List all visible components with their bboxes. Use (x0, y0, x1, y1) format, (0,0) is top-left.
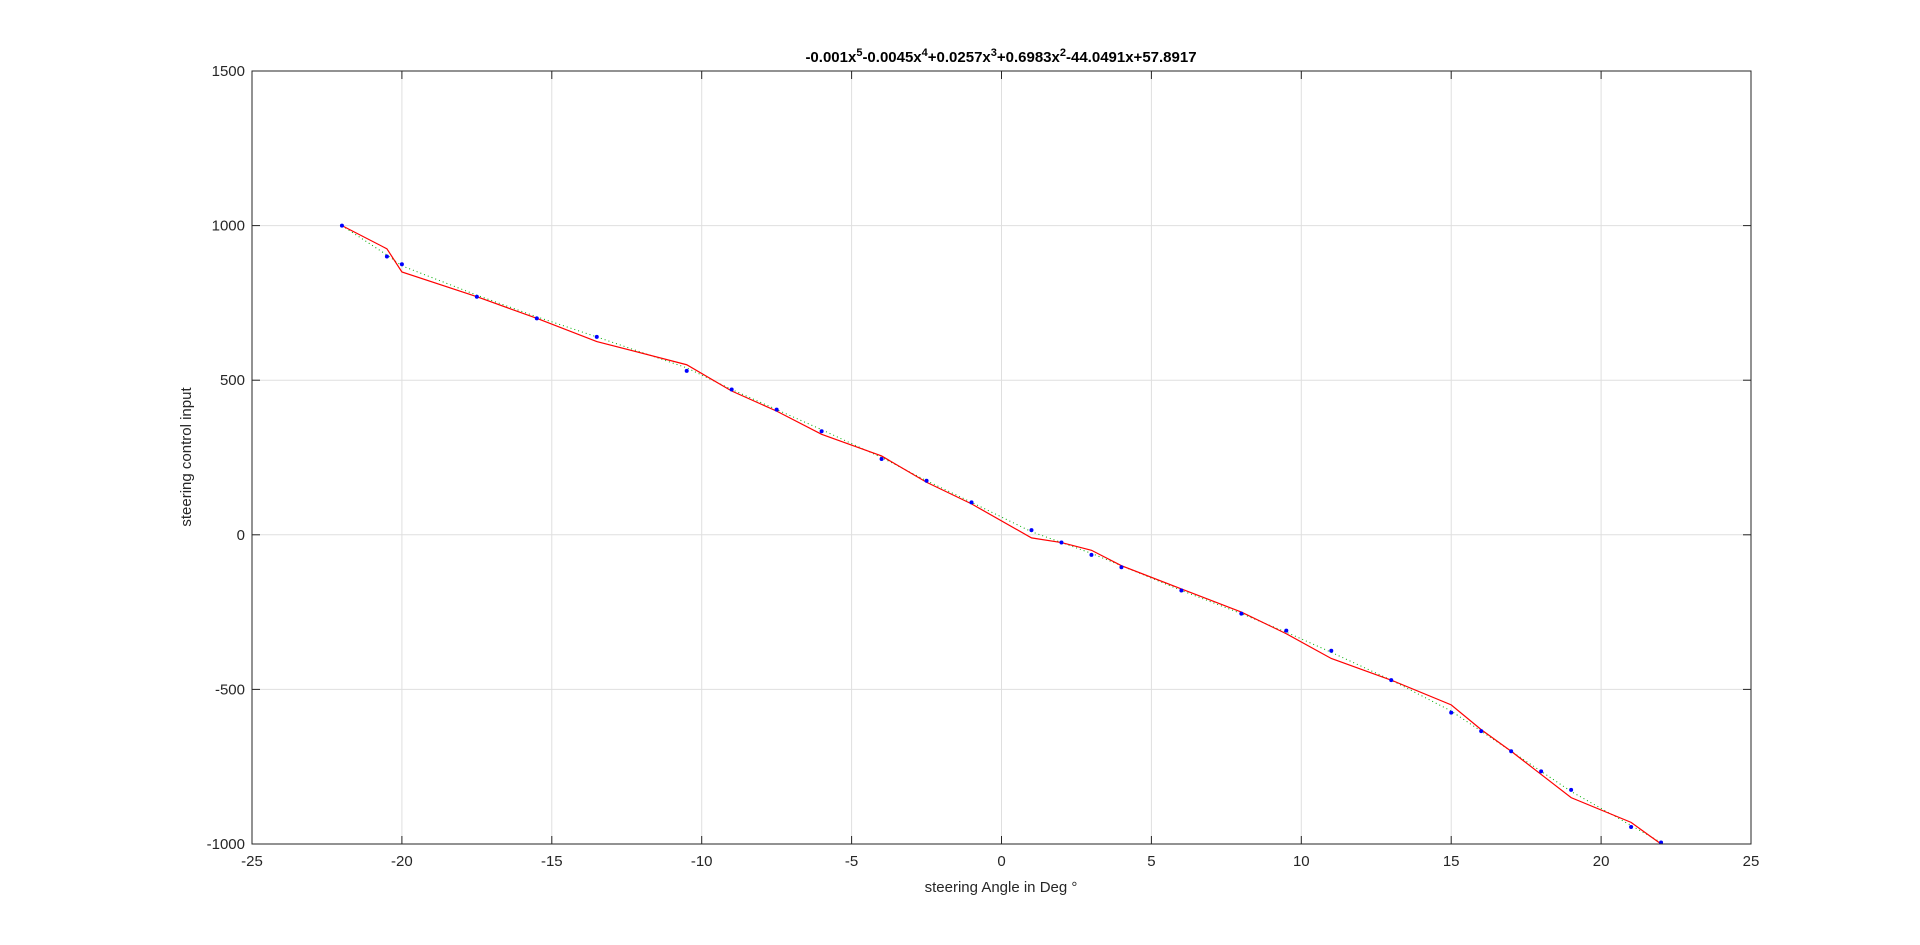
data-point (1029, 528, 1034, 533)
x-tick-label: 25 (1743, 853, 1760, 870)
data-point (1629, 824, 1634, 829)
data-point (879, 457, 884, 462)
title-exponent-0: 5 (856, 47, 862, 59)
data-point (594, 334, 599, 339)
x-tick-label: -5 (845, 853, 858, 870)
data-point (384, 254, 389, 259)
y-tick-label: 1500 (212, 63, 245, 80)
title-term-1: -0.0045x (862, 49, 922, 66)
data-point (1509, 749, 1514, 754)
data-point (729, 387, 734, 392)
data-point (1479, 729, 1484, 734)
data-point (1179, 588, 1184, 593)
y-tick-label: -500 (215, 681, 245, 698)
data-point (924, 478, 929, 483)
data-point (684, 368, 689, 373)
data-point (1059, 540, 1064, 545)
chart-title: -0.001x5-0.0045x4+0.0257x3+0.6983x2-44.0… (805, 47, 1196, 66)
y-tick-label: 0 (237, 527, 245, 544)
y-axis-label: steering control input (178, 387, 195, 527)
title-term-4: -44.0491x+57.8917 (1066, 49, 1197, 66)
x-tick-label: 15 (1443, 853, 1460, 870)
data-point (474, 294, 479, 299)
x-tick-label: 5 (1147, 853, 1155, 870)
data-point (339, 223, 344, 228)
x-axis-label: steering Angle in Deg ° (925, 879, 1078, 896)
data-point (819, 429, 824, 434)
data-point (1449, 710, 1454, 715)
data-point (1119, 565, 1124, 570)
grid-lines (252, 71, 1751, 844)
title-exponent-3: 2 (1060, 47, 1066, 59)
data-point (1659, 840, 1664, 845)
title-exponent-2: 3 (991, 47, 997, 59)
axis-ticks (251, 70, 1752, 845)
data-point (399, 262, 404, 267)
data-point (1239, 611, 1244, 616)
x-tick-label: 0 (997, 853, 1005, 870)
data-point (1389, 678, 1394, 683)
data-point (774, 407, 779, 412)
data-point (534, 316, 539, 321)
x-tick-label: 10 (1293, 853, 1310, 870)
y-tick-label: 1000 (212, 218, 245, 235)
x-tick-label: -20 (391, 853, 413, 870)
tick-labels: -25 -20 -15 -10 -5 0 5 10 15 20 25 -1000 -500 0 500 100… (207, 63, 1760, 870)
data-point (1569, 787, 1574, 792)
title-term-2: +0.0257x (928, 49, 992, 66)
x-tick-label: -15 (541, 853, 563, 870)
series-layer (339, 223, 1664, 845)
y-tick-label: -1000 (207, 836, 245, 853)
x-tick-label: 20 (1593, 853, 1610, 870)
data-point (1089, 552, 1094, 557)
data-point (1329, 648, 1334, 653)
data-points-series (339, 223, 1664, 845)
data-point (969, 500, 974, 505)
title-exponent-1: 4 (922, 47, 929, 59)
y-tick-label: 500 (220, 372, 245, 389)
title-term-0: -0.001x (805, 49, 857, 66)
title-term-3: +0.6983x (997, 49, 1061, 66)
x-tick-label: -25 (241, 853, 263, 870)
data-point (1284, 628, 1289, 633)
x-tick-label: -10 (691, 853, 713, 870)
data-point (1539, 769, 1544, 774)
